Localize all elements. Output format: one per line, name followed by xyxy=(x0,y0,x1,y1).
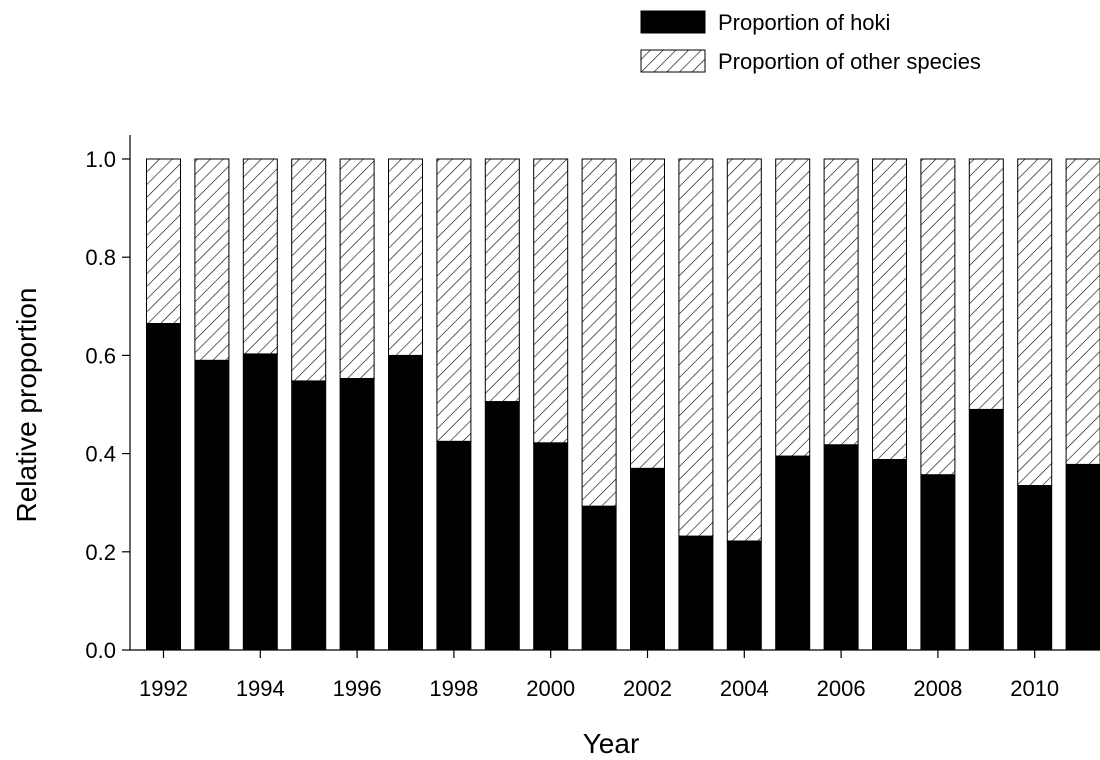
bar-hoki-2000 xyxy=(533,442,569,651)
bar-other-species-1997 xyxy=(388,158,423,356)
x-tick-label-2002: 2002 xyxy=(623,676,672,701)
bar-other-species-2003 xyxy=(678,158,714,537)
x-tick-label-2000: 2000 xyxy=(526,676,575,701)
y-tick-label-0.6: 0.6 xyxy=(85,343,116,368)
bar-other-species-2004 xyxy=(726,158,762,542)
bar-other-species-1994 xyxy=(242,158,278,355)
x-tick-label-1992: 1992 xyxy=(139,676,188,701)
y-tick-label-0.2: 0.2 xyxy=(85,540,116,565)
bar-other-species-2002 xyxy=(630,158,665,469)
bar-other-species-1998 xyxy=(436,158,472,442)
bar-hoki-2006 xyxy=(823,444,859,651)
bar-hoki-1994 xyxy=(242,353,278,651)
bar-hoki-1999 xyxy=(484,401,520,651)
bar-hoki-2005 xyxy=(775,455,811,651)
bar-hoki-2003 xyxy=(678,535,714,651)
axes: 0.0 0.2 0.4 0.6 0.8 1.0 1992 1994 1996 1998 2000 20… xyxy=(85,135,1100,701)
x-tick-label-1994: 1994 xyxy=(236,676,285,701)
bar-hoki-1995 xyxy=(291,380,327,651)
legend-label-other-species: Proportion of other species xyxy=(718,49,981,74)
y-tick-label-0.4: 0.4 xyxy=(85,442,116,467)
x-tick-label-2006: 2006 xyxy=(817,676,866,701)
bar-other-species-2005 xyxy=(775,158,811,457)
bar-hoki-1996 xyxy=(339,377,375,651)
legend-swatch-other-species xyxy=(640,49,706,73)
legend: Proportion of hoki Proportion of other s… xyxy=(640,10,981,74)
x-tick-label-2008: 2008 xyxy=(913,676,962,701)
bar-hoki-2007 xyxy=(872,458,907,651)
bar-other-species-2006 xyxy=(823,158,859,446)
bar-hoki-1993 xyxy=(194,359,230,651)
bar-other-species-1996 xyxy=(339,158,375,379)
y-tick-label-0.8: 0.8 xyxy=(85,245,116,270)
y-tick-label-1.0: 1.0 xyxy=(85,147,116,172)
bar-hoki-1992 xyxy=(146,322,181,651)
bar-other-species-2011 xyxy=(1065,158,1100,465)
bar-other-species-2007 xyxy=(872,158,907,460)
bar-hoki-2009 xyxy=(968,408,1004,651)
bar-hoki-2010 xyxy=(1017,485,1053,651)
legend-label-hoki: Proportion of hoki xyxy=(718,10,890,35)
bar-hoki-1998 xyxy=(436,440,472,651)
bar-other-species-2001 xyxy=(581,158,617,507)
bars xyxy=(146,158,1100,651)
x-axis-title: Year xyxy=(583,728,640,759)
bar-other-species-2010 xyxy=(1017,158,1053,487)
x-tick-label-1996: 1996 xyxy=(333,676,382,701)
y-axis-title: Relative proportion xyxy=(11,287,42,522)
bar-other-species-2009 xyxy=(968,158,1004,410)
bar-other-species-2008 xyxy=(920,158,956,476)
bar-hoki-2008 xyxy=(920,474,956,651)
x-tick-label-1998: 1998 xyxy=(429,676,478,701)
bar-other-species-1993 xyxy=(194,158,230,361)
bar-other-species-1992 xyxy=(146,158,181,324)
bar-hoki-2001 xyxy=(581,505,617,651)
x-tick-label-2010: 2010 xyxy=(1010,676,1059,701)
bar-other-species-2000 xyxy=(533,158,569,444)
legend-swatch-hoki xyxy=(640,10,706,34)
bar-hoki-2002 xyxy=(630,467,665,651)
y-tick-label-0.0: 0.0 xyxy=(85,638,116,663)
bar-hoki-2004 xyxy=(726,540,762,651)
bar-hoki-1997 xyxy=(388,354,423,651)
bar-hoki-2011 xyxy=(1065,463,1100,651)
bar-other-species-1995 xyxy=(291,158,327,382)
bar-other-species-1999 xyxy=(484,158,520,403)
x-tick-label-2004: 2004 xyxy=(720,676,769,701)
